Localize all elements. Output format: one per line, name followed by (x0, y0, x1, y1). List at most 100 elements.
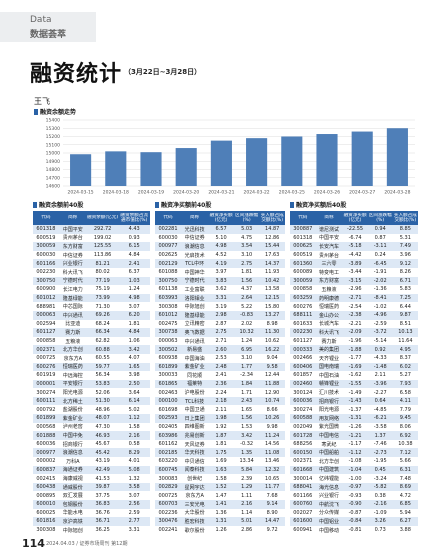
bar (351, 131, 373, 186)
table-cell: 1.81 (241, 269, 253, 276)
table-row: 601138 工业富联 3.62 4.37 13.58 (155, 285, 285, 294)
table-cell: 002371 (293, 458, 313, 465)
table-cell: 2.86 (241, 527, 253, 534)
table-cell: -1.49 (348, 389, 362, 396)
table-cell: 8.37 (399, 355, 411, 362)
table-cell: 贵州茅台 (319, 252, 340, 259)
table-cell: 3.98 (128, 372, 140, 379)
table-cell: -1.00 (348, 475, 362, 482)
table-cell: 12.32 (265, 466, 280, 473)
table-cell: 600025 (36, 509, 56, 516)
table-cell: 10.42 (265, 277, 280, 284)
table-cell: 002405 (158, 423, 178, 430)
table-cell: 80.02 (95, 269, 110, 276)
table-cell: 125.55 (93, 243, 112, 250)
table-cell: 3.96 (399, 252, 411, 259)
table-cell: 阳光电源 (319, 407, 340, 414)
table-cell: 000063 (158, 338, 178, 345)
table-cell: 3.64 (128, 389, 140, 396)
table-cell: 9.12 (399, 260, 411, 267)
table-cell: 8.90 (266, 509, 278, 516)
table-cell: 5.31 (399, 234, 411, 241)
table-cell: 600089 (293, 269, 313, 276)
section-en: Data (30, 15, 52, 25)
table-row: 601012 隆基绿能 2.98 -0.83 13.27 (155, 310, 285, 320)
table-cell: 17.63 (265, 252, 280, 259)
table-cell: 601865 (158, 380, 178, 387)
table-cell: 600900 (36, 286, 56, 293)
table-cell: -0.32 (240, 441, 254, 448)
table-row: 000792 盐湖股份 48.96 5.02 (33, 405, 150, 414)
table-cell: -3.24 (373, 475, 387, 482)
y-tick-label: 14900 (46, 159, 60, 165)
table-cell: 沪电股份 (184, 390, 205, 397)
table-row: 002593 日上集团 1.98 1.56 10.26 (155, 414, 285, 423)
table-cell: -1.08 (348, 458, 362, 465)
table-row: 601360 三六零 -3.89 -6.45 9.12 (290, 259, 418, 268)
table-cell: 紫金矿业 (184, 364, 205, 371)
table-cell: 52.06 (95, 389, 110, 396)
table-cell: 14.87 (265, 226, 280, 233)
table-cell: 1.53 (241, 423, 253, 430)
table-cell: 浪潮信息 (184, 243, 205, 250)
table-cell: 603993 (158, 295, 178, 302)
table-cell: 寒武纪 (321, 441, 337, 448)
table-cell: 中际旭创 (62, 527, 83, 534)
table-cell: -2.34 (240, 372, 254, 379)
table-cell: 中远海控 (62, 372, 83, 379)
table-row: 601865 福莱特 2.36 1.84 11.88 (155, 379, 285, 389)
table: 融资净买额后40股 代码 简称 融资净买额(亿元) 区间涨跌幅(%) 买入额占成交额比(%… (290, 200, 418, 534)
table-cell: -2.02 (373, 277, 387, 284)
table-cell: -1.88 (348, 346, 362, 353)
table-cell: 36.25 (95, 527, 110, 534)
table-cell: 002415 (36, 475, 56, 482)
table-cell: 5.03 (241, 226, 253, 233)
table-cell: -1.12 (348, 449, 362, 456)
table-cell: 002281 (158, 226, 178, 233)
table-row: 600941 中国移动 -0.81 0.73 3.88 (290, 526, 418, 535)
table-cell: 4.95 (399, 346, 411, 353)
table-cell: 6.02 (399, 363, 411, 370)
table-cell: 002230 (36, 269, 56, 276)
table-row: 000568 泸州老窖 47.30 1.58 (33, 423, 150, 432)
table-cell: 1.24 (128, 286, 140, 293)
chart: 14600 14700 14800 14900 15000 15100 15200 15300… (46, 118, 415, 196)
column-header: 融资净买额(亿元) (209, 212, 233, 223)
table-cell: 通威股份 (62, 484, 83, 491)
table-cell: -4.96 (373, 312, 387, 319)
table-row: 300274 阳光电源 52.06 3.64 (33, 388, 150, 397)
table-cell: 601899 (36, 415, 56, 422)
table-cell: 601633 (293, 320, 313, 327)
table-cell: 6.37 (128, 269, 140, 276)
table-cell: 8.26 (399, 269, 411, 276)
table-cell: 1.24 (241, 338, 253, 345)
table-cell: 7.12 (399, 449, 411, 456)
table-cell: 600703 (158, 501, 178, 508)
bar (246, 138, 268, 186)
bar (140, 152, 162, 186)
table-cell: 中际旭创 (184, 304, 205, 311)
column-header: 简称 (68, 215, 78, 221)
table-cell: 泸州老窖 (62, 424, 83, 431)
table-cell: 000063 (36, 312, 56, 319)
table-cell: 5.83 (399, 286, 411, 293)
table-cell: 赛力斯 (65, 329, 81, 336)
table-cell: 6.58 (399, 389, 411, 396)
table-cell: 002594 (36, 320, 56, 327)
table-cell: 1.14 (241, 509, 253, 516)
table-row: 002460 赣锋锂业 -1.55 -3.96 7.93 (290, 379, 418, 389)
table-cell: -2.16 (373, 501, 387, 508)
table-cell: 300014 (293, 475, 313, 482)
table-cell: 7.25 (399, 295, 411, 302)
table-cell: 6.15 (128, 243, 140, 250)
table-cell: 同花顺 (187, 372, 203, 379)
table-cell: 1.63 (215, 466, 227, 473)
table-cell: 1.81 (215, 441, 227, 448)
table-cell: -6.45 (373, 260, 387, 267)
table-cell: 39.87 (95, 484, 110, 491)
table-cell: 2.75 (215, 329, 227, 336)
table-cell: 300083 (158, 475, 178, 482)
table-cell: 14.47 (265, 518, 280, 525)
table-row: 000625 长安汽车 -5.18 -3.11 7.49 (290, 242, 418, 251)
table-cell: 7.68 (266, 492, 278, 499)
